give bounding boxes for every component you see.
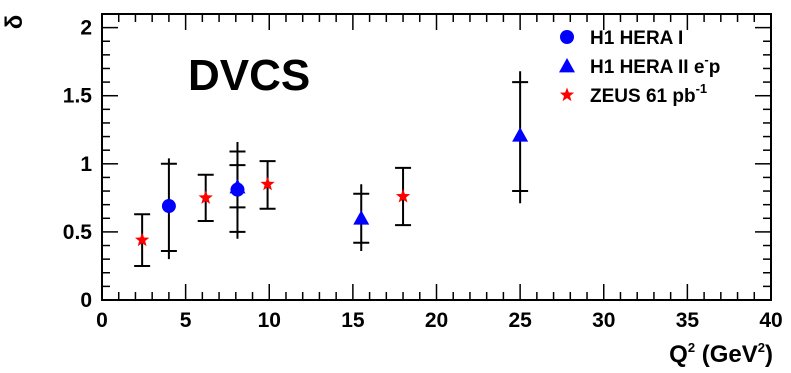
y-axis: 0 0.5 1 1.5 2 xyxy=(63,13,771,312)
y-tick-label: 0.5 xyxy=(63,221,93,244)
y-tick-label: 1 xyxy=(80,153,92,176)
x-axis-title: Q2 (GeV2) xyxy=(669,340,773,368)
legend-marker-triangle xyxy=(559,58,575,73)
y-tick-label: 0 xyxy=(80,289,92,312)
circle-data-point xyxy=(161,199,176,214)
dvcs-annotation: DVCS xyxy=(188,51,310,100)
y-tick-label: 1.5 xyxy=(63,85,93,108)
x-axis: 0 5 10 15 20 25 30 35 40 xyxy=(96,14,783,332)
x-tick-label: 15 xyxy=(341,309,365,332)
x-tick-label: 10 xyxy=(258,309,281,332)
star-data-point xyxy=(395,189,411,203)
star-data-point xyxy=(260,176,275,191)
data-markers xyxy=(135,127,529,247)
error-bars xyxy=(134,71,529,267)
x-tick-label: 40 xyxy=(759,309,782,332)
legend-entry-label: H1 HERA II e-p xyxy=(590,52,720,78)
star-data-point xyxy=(135,232,150,247)
x-tick-label: 20 xyxy=(425,309,448,332)
y-axis-title: δ xyxy=(1,15,28,30)
legend: H1 HERA I H1 HERA II e-p ZEUS 61 pb-1 xyxy=(559,28,720,107)
triangle-data-point xyxy=(229,178,246,194)
legend-marker-star xyxy=(559,87,575,102)
legend-entry-label: H1 HERA I xyxy=(590,28,683,49)
triangle-data-point xyxy=(512,127,529,142)
x-tick-label: 25 xyxy=(508,309,532,332)
y-tick-label: 2 xyxy=(80,17,92,40)
legend-entry-label: ZEUS 61 pb-1 xyxy=(590,81,707,107)
x-tick-label: 5 xyxy=(180,309,192,332)
x-tick-label: 0 xyxy=(96,309,108,332)
x-tick-label: 30 xyxy=(592,309,615,332)
triangle-data-point xyxy=(353,210,370,225)
x-tick-label: 35 xyxy=(676,309,700,332)
legend-marker-circle xyxy=(560,30,574,44)
star-data-point xyxy=(198,190,213,204)
